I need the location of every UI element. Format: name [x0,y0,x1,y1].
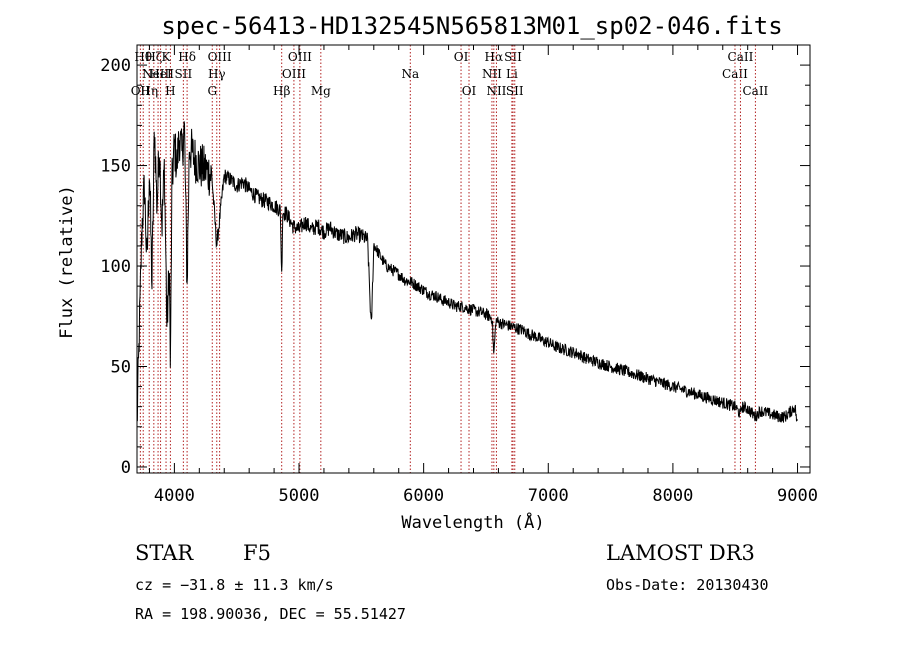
spectral-line-label: SII [504,50,522,64]
spectral-line-label: Hγ [208,67,226,81]
series-layer [136,121,798,423]
spectral-line-label: Na [401,67,419,81]
y-axis-label: Flux (relative) [57,185,77,339]
spectral-line-label: OII [131,84,151,98]
spectral-line-label: OI [454,50,469,64]
spectral-line-label: NII [482,67,502,81]
x-tick-label: 4000 [154,486,195,506]
spectral-line-label: Hδ [178,50,196,64]
spectral-line-label: OIII [282,67,306,81]
subclass: F5 [243,541,271,565]
spectral-line-label: SII [175,67,193,81]
y-tick-label: 50 [111,358,131,378]
y-tick-label: 150 [100,157,131,177]
spectral-line-label: Li [506,67,518,81]
spectral-line-label: CaII [742,84,768,98]
x-axis-ticks: 4000 5000 6000 7000 8000 9000 [148,45,818,506]
spectral-line-label: HeI [149,67,172,81]
spectral-line-label: Mg [311,84,331,98]
x-tick-label: 9000 [777,486,818,506]
x-tick-label: 8000 [652,486,693,506]
spectral-line-label: CaII [722,67,748,81]
spectral-line-label: OIII [288,50,312,64]
coordinates: RA = 198.90036, DEC = 55.51427 [135,605,406,623]
spectral-line-label: Hα [485,50,504,64]
spectral-line-label: H [165,84,175,98]
spectral-lines: OIIHθHηHζNeIIIHeIKHSIIHδGHγOIIIHβOIIIOII… [131,45,769,473]
spectral-line-label: G [207,84,217,98]
spectral-line-label: Hβ [273,84,290,98]
spectral-line-label: OIII [208,50,232,64]
spectral-line-label: NII [486,84,506,98]
redshift-text: cz = −31.8 ± 11.3 km/s [135,576,334,594]
flux-series-line [136,121,798,423]
object-class: STAR [135,541,194,565]
chart-title: spec-56413-HD132545N565813M01_sp02-046.f… [161,12,782,40]
x-tick-label: 7000 [528,486,569,506]
y-axis-ticks: 0 50 100 150 200 [100,56,810,478]
y-tick-label: 100 [100,257,131,277]
x-tick-label: 6000 [403,486,444,506]
spectral-line-label: CaII [728,50,754,64]
spectral-line-label: SII [506,84,524,98]
spectral-line-label: Hη [140,84,158,98]
spectral-line-label: K [162,50,172,64]
y-tick-label: 200 [100,56,131,76]
plot-frame [136,44,811,474]
obs-date: Obs-Date: 20130430 [606,576,769,594]
spectral-line-label: Hθ [134,50,152,64]
survey-name: LAMOST DR3 [606,541,755,565]
x-axis-label: Wavelength (Å) [401,511,544,533]
x-tick-label: 5000 [279,486,320,506]
spectral-line-label: OI [462,84,477,98]
y-tick-label: 0 [121,458,131,478]
